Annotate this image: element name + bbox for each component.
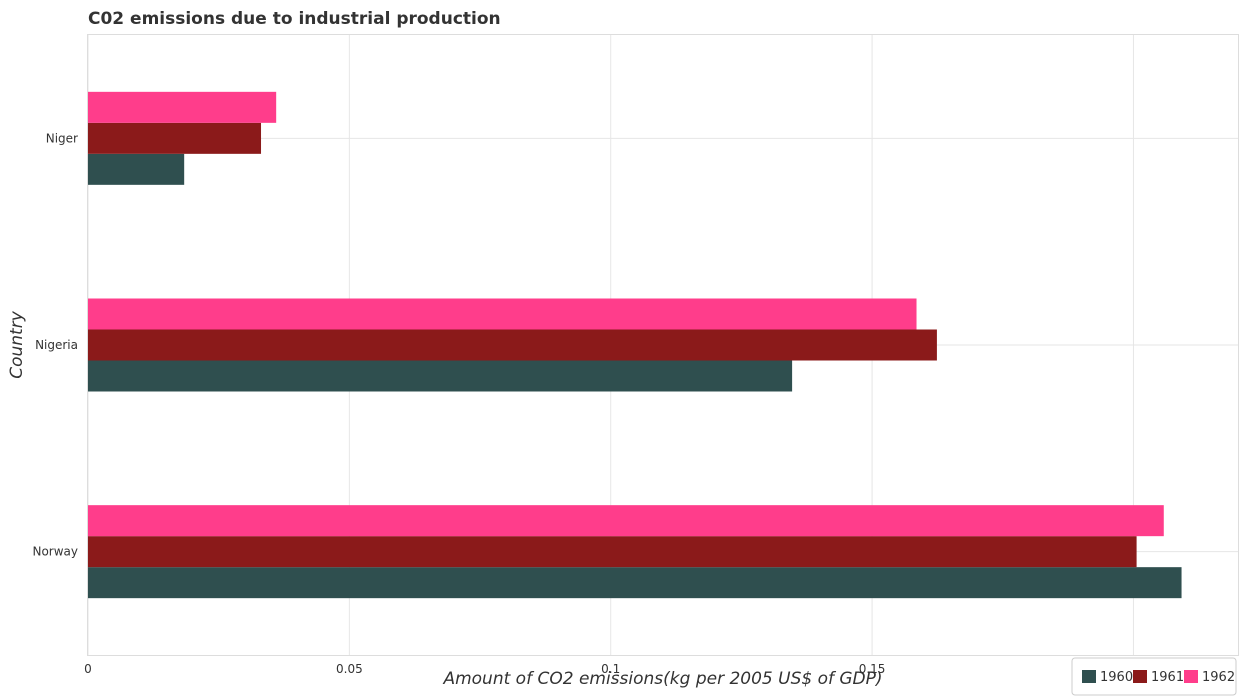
- y-axis-ticks: Niger Nigeria Norway: [32, 131, 78, 558]
- y-tick-label: Norway: [32, 545, 78, 559]
- bar-norway-1961: [88, 536, 1137, 568]
- legend-swatch: [1184, 670, 1198, 683]
- x-tick-label: 0: [84, 662, 92, 676]
- bar-niger-1961: [88, 122, 262, 154]
- x-tick-label: 0.15: [859, 662, 886, 676]
- legend-swatch: [1082, 670, 1096, 683]
- legend-box: [1071, 657, 1237, 696]
- bar-norway-1960: [88, 567, 1182, 599]
- x-tick-label: 0.05: [336, 662, 363, 676]
- chart-title: C02 emissions due to industrial producti…: [88, 9, 501, 29]
- x-tick-label: 0.1: [601, 662, 620, 676]
- y-tick-label: Niger: [46, 131, 78, 145]
- legend-label: 1960: [1100, 670, 1133, 685]
- legend-swatch: [1133, 670, 1147, 683]
- y-axis-title: Country: [7, 310, 27, 378]
- bar-nigeria-1962: [88, 298, 917, 330]
- x-axis-ticks: 00.050.10.150.2: [84, 662, 1143, 676]
- legend-label: 1961: [1151, 670, 1184, 685]
- bar-nigeria-1961: [88, 329, 937, 361]
- bar-norway-1962: [88, 505, 1164, 537]
- y-tick-label: Nigeria: [35, 338, 78, 352]
- x-axis-title: Amount of CO2 emissions(kg per 2005 US$ …: [442, 669, 882, 689]
- legend: 1960 1961 1962: [1071, 657, 1237, 696]
- bar-nigeria-1960: [88, 360, 793, 392]
- plot-area: [87, 34, 1239, 656]
- bar-niger-1962: [88, 91, 277, 123]
- legend-label: 1962: [1202, 670, 1235, 685]
- bar-niger-1960: [88, 153, 185, 185]
- bars: [88, 91, 1182, 599]
